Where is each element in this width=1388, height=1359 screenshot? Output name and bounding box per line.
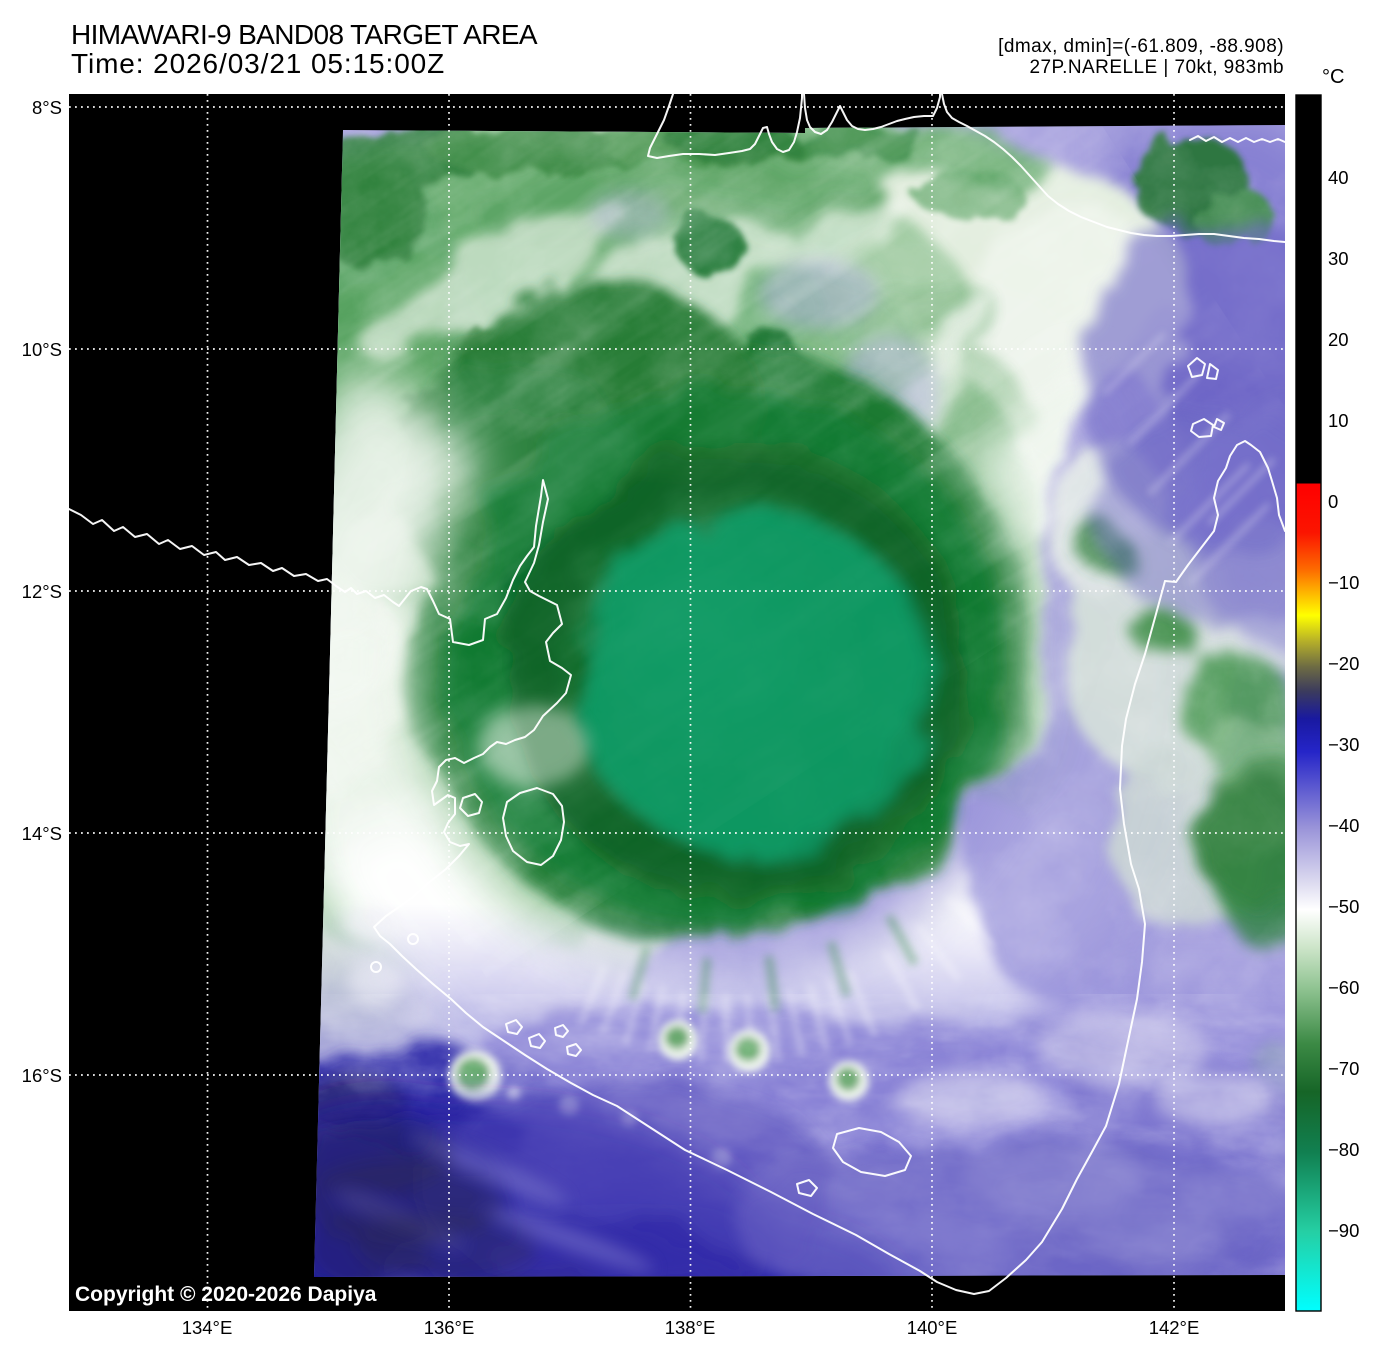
svg-text:Copyright © 2020-2026 Dapiya: Copyright © 2020-2026 Dapiya (75, 1283, 377, 1306)
